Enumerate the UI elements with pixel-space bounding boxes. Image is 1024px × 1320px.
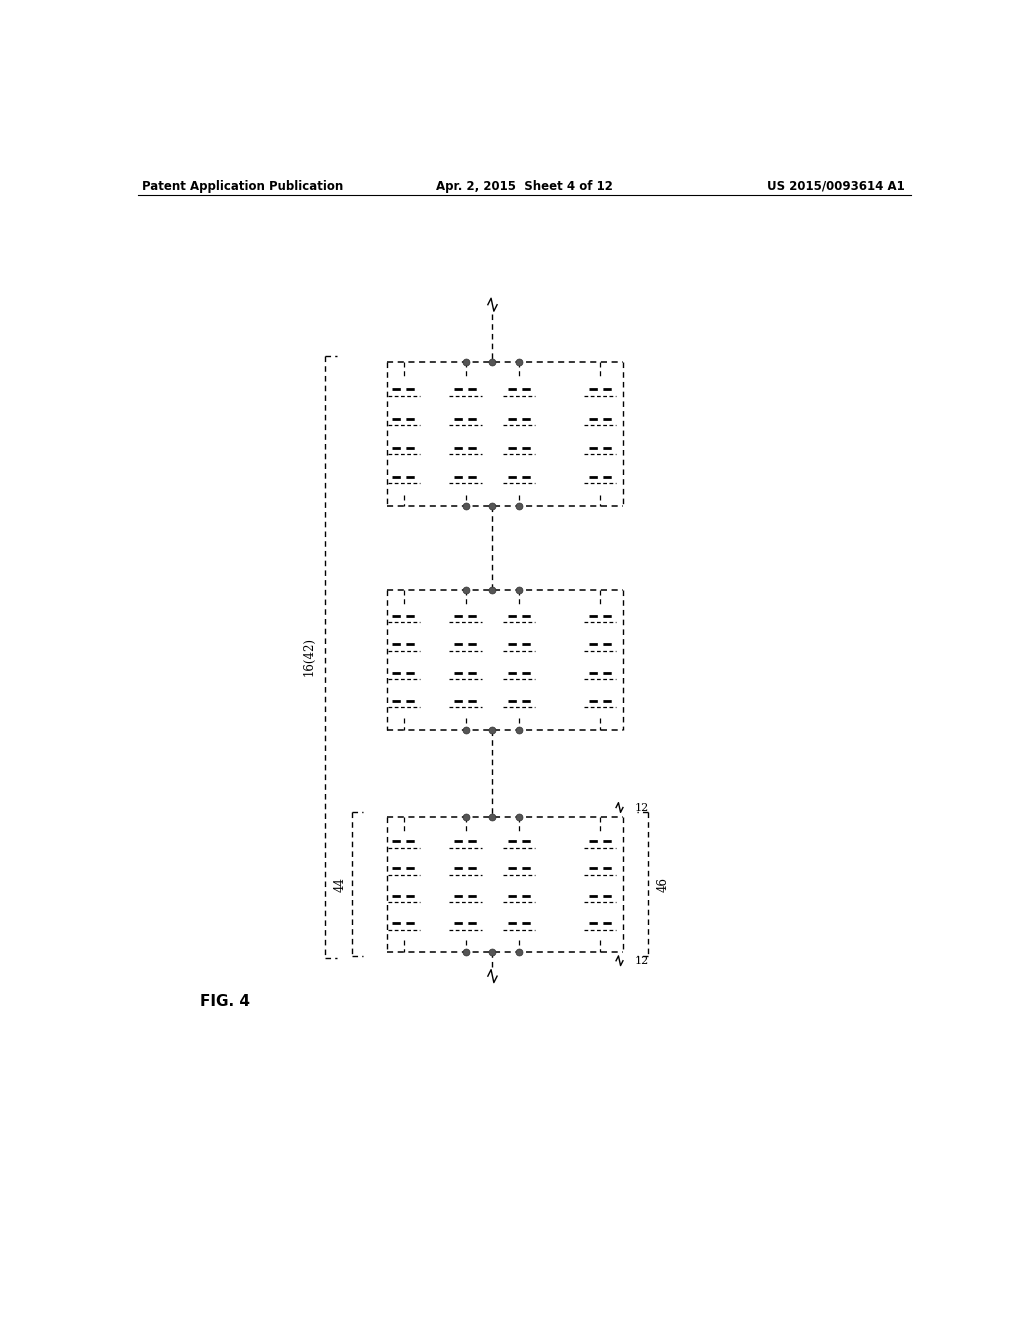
Text: US 2015/0093614 A1: US 2015/0093614 A1 [767, 180, 904, 193]
Text: 12: 12 [635, 956, 649, 966]
Text: 46: 46 [657, 876, 670, 891]
Text: 44: 44 [334, 876, 346, 891]
Text: Patent Application Publication: Patent Application Publication [142, 180, 343, 193]
Text: Apr. 2, 2015  Sheet 4 of 12: Apr. 2, 2015 Sheet 4 of 12 [436, 180, 613, 193]
Text: 12: 12 [635, 803, 649, 813]
Text: 16(42): 16(42) [303, 638, 315, 676]
Text: FIG. 4: FIG. 4 [200, 994, 250, 1008]
